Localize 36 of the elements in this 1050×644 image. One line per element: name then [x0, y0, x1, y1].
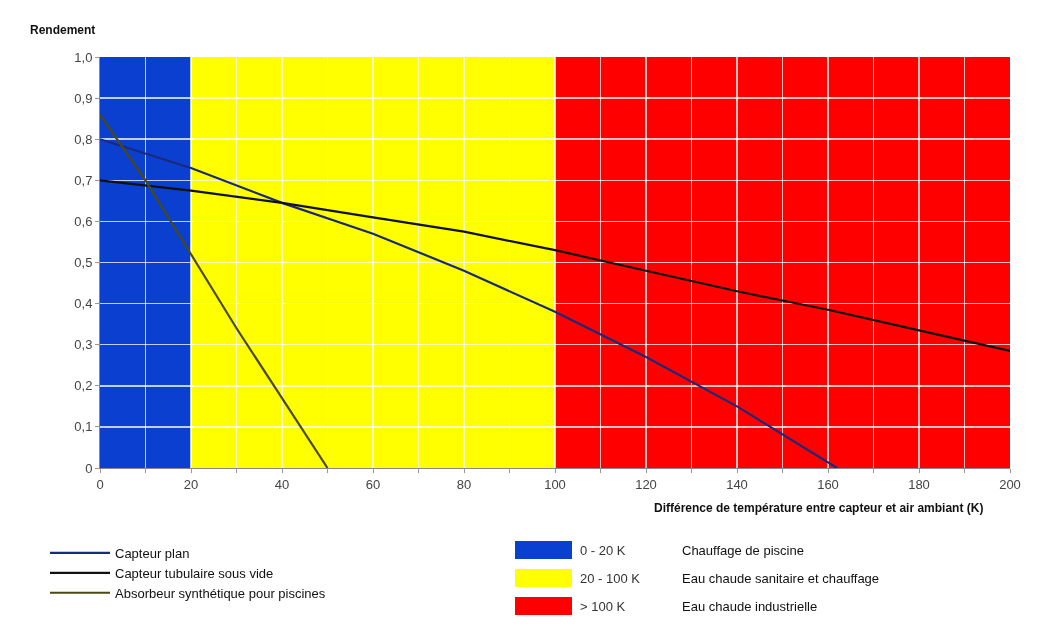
- x-tick-label: 60: [365, 476, 381, 492]
- text: Eau chaude industrielle: [682, 599, 818, 614]
- x-tick-label: 100: [544, 476, 566, 492]
- text: Eau chaude sanitaire et chauffage: [682, 571, 880, 586]
- x-tick-label: 140: [726, 476, 748, 492]
- legend-label: 0 - 20 K: [580, 542, 626, 558]
- x-tick-label: 0: [96, 476, 104, 492]
- legend-label: Capteur plan: [115, 546, 190, 562]
- legend-label: > 100 K: [580, 598, 626, 614]
- x-tick-label: 200: [999, 476, 1021, 492]
- x-tick-label: 160: [817, 476, 839, 492]
- legend-label: Capteur tubulaire sous vide: [115, 565, 274, 581]
- y-tick-label: 0,3: [74, 337, 93, 353]
- x-axis-title: Différence de température entre capteur et air ambiant (K): [654, 501, 984, 515]
- x-tick-label: 180: [908, 476, 930, 492]
- y-tick-label: 0,8: [74, 131, 93, 147]
- y-axis-title: Rendement: [30, 23, 96, 37]
- x-tick-label: 80: [456, 476, 472, 492]
- y-tick-label: 0,1: [74, 419, 93, 435]
- y-tick-label: 0,5: [74, 255, 93, 271]
- y-tick-label: 0,4: [74, 296, 93, 312]
- line-series: [100, 179, 1010, 352]
- line-series: [100, 138, 839, 468]
- x-tick-label: 120: [635, 476, 657, 492]
- y-tick-label: 0,7: [74, 172, 93, 188]
- x-tick-label: 40: [274, 476, 290, 492]
- text: Chauffage de piscine: [682, 543, 804, 558]
- line-series: [100, 113, 329, 468]
- legend-label: 20 - 100 K: [580, 570, 640, 586]
- y-tick-label: 0,6: [74, 213, 93, 229]
- x-tick-label: 20: [183, 476, 199, 492]
- y-tick-label: 0: [85, 460, 93, 476]
- y-tick-label: 1,0: [74, 49, 93, 65]
- y-tick-label: 0,9: [74, 90, 93, 106]
- y-tick-label: 0,2: [74, 378, 93, 394]
- legend-label: Absorbeur synthétique pour piscines: [115, 585, 326, 601]
